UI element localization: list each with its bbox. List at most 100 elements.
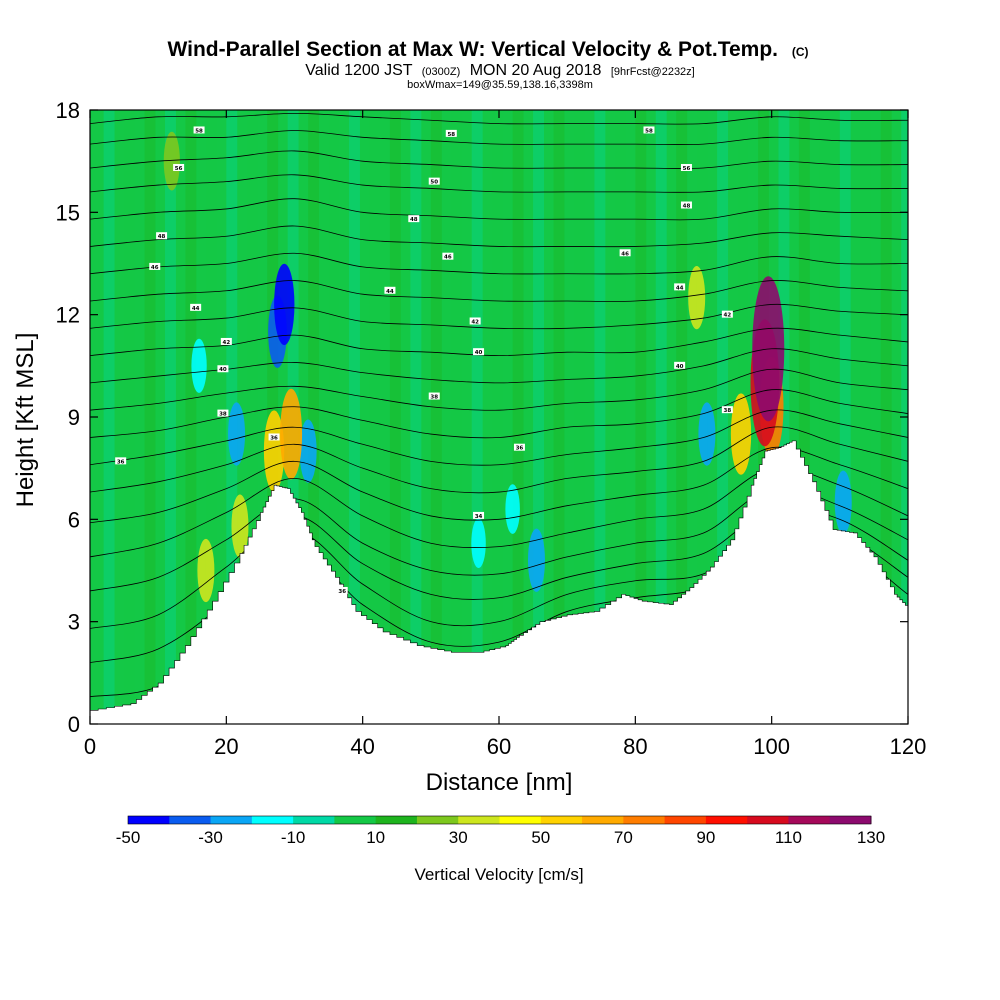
velocity-feature <box>299 419 317 483</box>
contour-label: 38 <box>217 409 229 418</box>
contour-label: 44 <box>674 283 686 291</box>
colorbar-tick-label: 90 <box>696 828 715 847</box>
velocity-streak <box>328 110 340 724</box>
theta-contour-line <box>90 198 908 221</box>
velocity-streak <box>553 110 565 724</box>
contour-label: 38 <box>721 406 733 414</box>
x-tick-label: 100 <box>753 734 790 759</box>
colorbar <box>127 815 872 825</box>
theta-contour-line <box>90 426 908 494</box>
colorbar-segment <box>169 816 212 824</box>
svg-text:36: 36 <box>117 459 125 465</box>
velocity-streak <box>819 110 831 724</box>
velocity-streak <box>103 110 115 724</box>
theta-contour-line <box>90 225 908 248</box>
contour-label: 58 <box>445 129 457 138</box>
colorbar-segment <box>540 816 583 824</box>
contour-label: 38 <box>428 392 440 401</box>
svg-text:44: 44 <box>192 306 200 312</box>
contour-label: 36 <box>336 586 348 595</box>
svg-text:58: 58 <box>645 128 653 134</box>
contour-label: 36 <box>513 443 525 452</box>
velocity-streak <box>124 110 135 724</box>
x-tick-label: 0 <box>84 734 96 759</box>
contour-labels: 58 56 48 46 44 42 40 38 36 36 58 50 48 46 44 42 40 38 36 34… <box>115 126 733 595</box>
velocity-streak <box>533 110 544 724</box>
svg-text:58: 58 <box>447 132 455 138</box>
colorbar-segment <box>499 816 542 824</box>
colorbar-tick-label: 30 <box>449 828 468 847</box>
velocity-streak <box>512 110 524 724</box>
velocity-streak <box>860 110 872 724</box>
x-axis-label: Distance [nm] <box>426 769 573 796</box>
colorbar-label: Vertical Velocity [cm/s] <box>414 865 583 884</box>
x-tick-label: 40 <box>350 734 374 759</box>
svg-text:38: 38 <box>219 412 227 418</box>
contour-label: 40 <box>674 361 686 370</box>
contour-label: 44 <box>384 286 396 295</box>
velocity-feature <box>698 402 716 466</box>
svg-text:40: 40 <box>219 367 227 373</box>
velocity-streak <box>430 110 442 724</box>
colorbar-segment <box>582 816 624 824</box>
contour-label: 48 <box>680 201 692 210</box>
velocity-streak <box>451 110 463 724</box>
theta-contour-line <box>90 389 908 439</box>
contour-label: 46 <box>442 252 454 261</box>
colorbar-tick-label: 70 <box>614 828 633 847</box>
chart-title: Wind-Parallel Section at Max W: Vertical… <box>167 38 808 61</box>
velocity-streak <box>614 110 626 724</box>
contour-label: 44 <box>190 303 202 312</box>
subtitle-date: MON 20 Aug 2018 <box>470 62 602 79</box>
velocity-streak <box>635 110 647 724</box>
colorbar-ticks: -50 -30 -10 10 30 50 70 90 110 130 <box>116 828 885 847</box>
colorbar-segment <box>251 816 294 824</box>
colorbar-segment <box>705 816 748 824</box>
contour-label: 36 <box>268 433 280 441</box>
colorbar-segment <box>210 816 253 824</box>
chart-title-mark: (C) <box>792 45 809 59</box>
contour-label: 46 <box>619 249 631 257</box>
svg-text:42: 42 <box>724 313 732 319</box>
svg-text:42: 42 <box>223 340 231 346</box>
y-tick-label: 0 <box>68 712 80 737</box>
theta-contour-line <box>90 368 908 411</box>
velocity-feature <box>834 470 852 534</box>
velocity-streak <box>798 110 810 724</box>
velocity-streak <box>471 110 483 724</box>
contour-label: 50 <box>428 177 440 186</box>
velocity-feature <box>527 528 545 592</box>
velocity-feature <box>228 402 246 466</box>
colorbar-tick-label: 130 <box>857 828 885 847</box>
chart-title-text: Wind-Parallel Section at Max W: Vertical… <box>167 38 778 61</box>
velocity-streak <box>594 110 606 724</box>
contour-label: 40 <box>217 365 229 373</box>
subtitle-valid: Valid 1200 JST <box>305 62 413 79</box>
svg-text:56: 56 <box>683 166 691 172</box>
velocity-streak <box>573 110 585 724</box>
svg-text:38: 38 <box>724 408 732 414</box>
velocity-streak <box>655 110 667 724</box>
colorbar-segment <box>293 816 335 824</box>
contour-label: 42 <box>721 310 733 319</box>
x-tick-label: 120 <box>890 734 927 759</box>
velocity-streak <box>369 110 381 724</box>
x-tick-label: 60 <box>487 734 511 759</box>
contour-label: 58 <box>643 126 655 134</box>
velocity-feature <box>163 131 180 191</box>
velocity-streak <box>144 110 156 724</box>
svg-text:46: 46 <box>621 251 629 257</box>
colorbar-tick-label: 10 <box>366 828 385 847</box>
contour-label: 48 <box>156 232 168 240</box>
svg-text:44: 44 <box>386 289 394 295</box>
colorbar-tick-label: 50 <box>531 828 550 847</box>
theta-contour-line <box>90 130 908 146</box>
x-axis: 0 20 40 60 80 100 120 <box>84 110 926 759</box>
velocity-feature <box>471 518 486 569</box>
svg-text:40: 40 <box>676 364 684 370</box>
velocity-streak <box>839 110 851 724</box>
chart-subtitle-box: boxWmax=149@35.59,138.16,3398m <box>407 79 593 91</box>
subtitle-zulu: (0300Z) <box>422 66 461 78</box>
contour-label: 42 <box>220 337 232 346</box>
